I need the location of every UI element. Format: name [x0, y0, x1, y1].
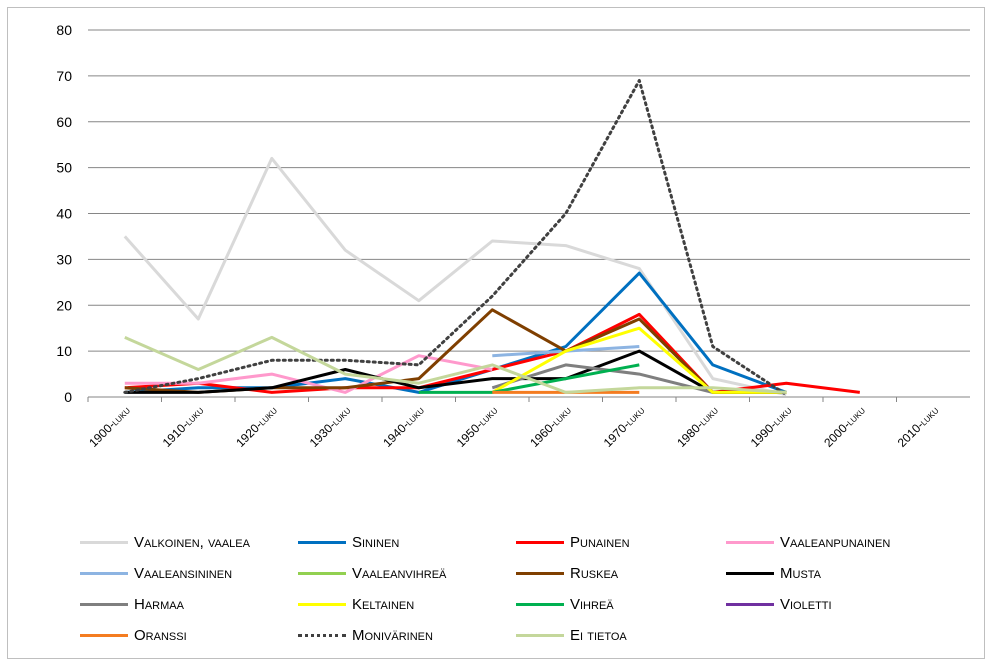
x-tick-label: 1910-luku — [160, 403, 207, 450]
legend-item: Harmaa — [80, 594, 184, 614]
series-line-14 — [124, 335, 787, 394]
series-line-9 — [491, 326, 787, 394]
legend-label: Violetti — [780, 595, 832, 613]
series-line-0 — [123, 156, 787, 397]
y-tick-label: 80 — [56, 22, 72, 38]
legend-label: Ruskea — [570, 564, 619, 582]
legend-swatch — [298, 540, 346, 544]
x-tick-label: 2010-luku — [895, 403, 942, 450]
x-tick-label: 1940-luku — [380, 403, 427, 450]
x-tick-label: 2000-luku — [821, 403, 868, 450]
legend-label: Vaaleansininen — [134, 564, 233, 582]
legend-swatch — [516, 633, 564, 637]
y-tick-label: 50 — [56, 160, 72, 176]
series-lines — [123, 79, 860, 397]
x-tick-label: 1930-luku — [307, 403, 354, 450]
legend-item: Vaaleansininen — [80, 563, 232, 583]
legend-swatch — [726, 602, 774, 606]
legend-item: Punainen — [516, 532, 630, 552]
legend-swatch — [298, 602, 346, 606]
y-tick-label: 60 — [56, 114, 72, 130]
y-tick-label: 70 — [56, 68, 72, 84]
series-line-10 — [418, 363, 640, 394]
legend-swatch — [516, 571, 564, 575]
legend-label: Vaaleanpunainen — [780, 533, 891, 551]
legend-label: Vihreä — [570, 595, 614, 613]
legend-label: Sininen — [352, 533, 400, 551]
x-tick-label: 1920-luku — [233, 403, 280, 450]
legend-item: Ei tietoa — [516, 625, 627, 645]
legend-item: Keltainen — [298, 594, 414, 614]
legend-swatch — [516, 602, 564, 606]
legend-item: Musta — [726, 563, 821, 583]
legend-swatch — [298, 571, 346, 575]
series-line-8 — [491, 363, 714, 394]
x-tick-label: 1950-luku — [454, 403, 501, 450]
legend-swatch — [726, 540, 774, 544]
legend-label: Punainen — [570, 533, 630, 551]
legend-label: Oranssi — [134, 626, 187, 644]
legend-label: Musta — [780, 564, 822, 582]
y-tick-label: 20 — [56, 297, 72, 313]
legend-swatch — [516, 540, 564, 544]
legend-item: Monivärinen — [298, 625, 433, 645]
y-tick-label: 30 — [56, 251, 72, 267]
legend-label: Monivärinen — [352, 626, 433, 644]
legend-item: Oranssi — [80, 625, 187, 645]
legend-swatch — [726, 571, 774, 575]
y-tick-label: 40 — [56, 206, 72, 222]
grid-lines — [88, 29, 970, 398]
legend-swatch — [80, 571, 128, 575]
legend-item: Ruskea — [516, 563, 618, 583]
legend-label: Harmaa — [134, 595, 184, 613]
x-tick-label: 1990-luku — [748, 403, 795, 450]
x-tick-label: 1980-luku — [674, 403, 721, 450]
legend-swatch — [80, 540, 128, 544]
legend-swatch — [80, 633, 128, 637]
legend-swatch — [298, 633, 346, 637]
y-axis-ticks: 0 10 20 30 40 50 60 70 80 — [56, 22, 72, 405]
legend-item: Valkoinen, vaalea — [80, 532, 250, 552]
legend-label: Valkoinen, vaalea — [134, 533, 250, 551]
y-tick-label: 10 — [56, 343, 72, 359]
x-tick-label: 1900-luku — [86, 403, 133, 450]
series-line-3 — [124, 354, 493, 394]
series-line-7 — [124, 349, 787, 394]
legend-item: Vihreä — [516, 594, 614, 614]
legend-label: Vaaleanvihreä — [352, 564, 447, 582]
chart-frame — [7, 7, 985, 659]
x-tick-label: 1970-luku — [601, 403, 648, 450]
legend-item: Sininen — [298, 532, 399, 552]
x-tick-label: 1960-luku — [527, 403, 574, 450]
y-tick-label: 0 — [64, 389, 72, 405]
x-axis-ticks: 1900-luku 1910-luku 1920-luku 1930-luku 1940… — [86, 397, 942, 450]
series-line-13 — [123, 79, 788, 397]
legend-label: Ei tietoa — [570, 626, 627, 644]
legend-item: Violetti — [726, 594, 832, 614]
legend-swatch — [80, 602, 128, 606]
legend-item: Vaaleanvihreä — [298, 563, 446, 583]
legend-label: Keltainen — [352, 595, 415, 613]
legend-item: Vaaleanpunainen — [726, 532, 890, 552]
